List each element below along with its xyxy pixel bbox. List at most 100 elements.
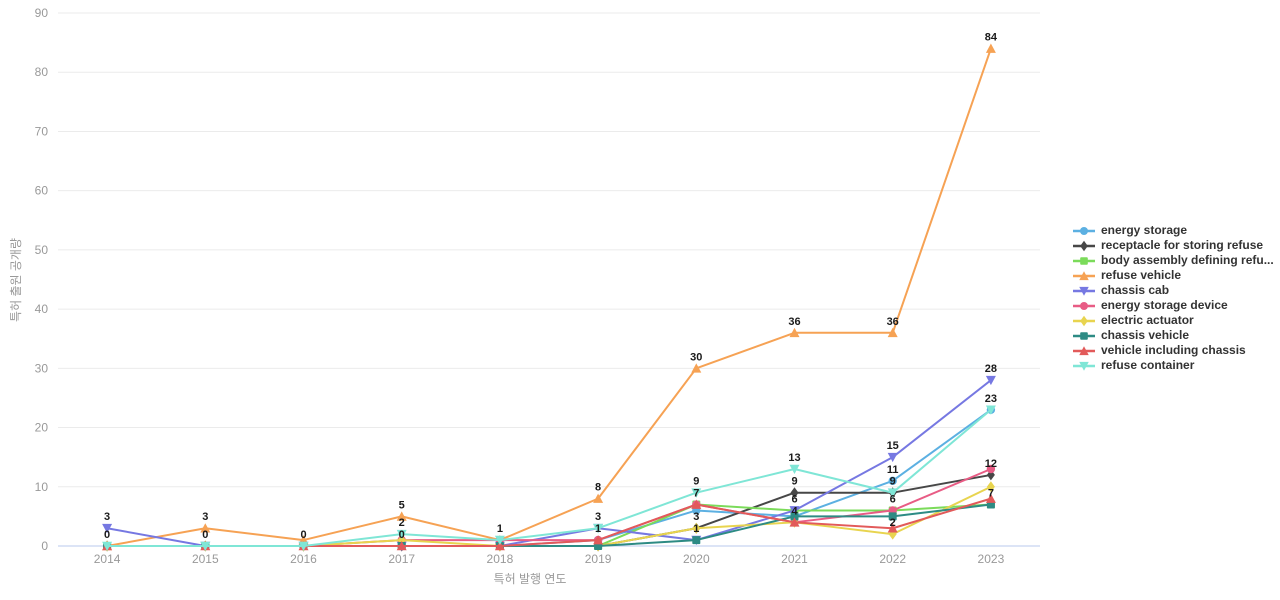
value-label: 11 (887, 464, 899, 476)
y-tick-label: 30 (35, 361, 49, 375)
data-point-marker (1080, 315, 1088, 326)
legend-marker-triangle-icon (1073, 345, 1095, 355)
legend-item-refuse-vehicle[interactable]: refuse vehicle (1072, 268, 1274, 283)
data-point-marker (1079, 345, 1089, 355)
data-point-marker (789, 517, 800, 527)
series-vehicle-including-chassis (102, 493, 996, 551)
y-axis-title: 특허 출원 공개량 (9, 238, 23, 322)
data-point-marker (985, 493, 996, 503)
data-point-marker (593, 493, 604, 503)
data-point-marker (200, 541, 211, 551)
data-point-marker (298, 541, 309, 551)
data-point-marker (1080, 256, 1088, 265)
legend-marker-square-icon (1073, 331, 1095, 340)
value-label: 2 (890, 517, 896, 529)
data-point-marker (692, 536, 701, 545)
x-axis-title: 특허 발행 연도 (494, 571, 567, 586)
data-point-marker (790, 512, 799, 521)
data-point-marker (1079, 286, 1089, 296)
value-label: 2 (399, 517, 405, 529)
x-tick-label: 2018 (487, 552, 514, 566)
data-point-marker (985, 405, 996, 415)
y-axis-tick-labels: 0 10 20 30 40 50 60 70 80 90 (35, 6, 49, 553)
value-label: 7 (693, 488, 699, 500)
chart-legend: energy storage receptacle for storing ref… (1072, 223, 1274, 373)
value-label: 3 (202, 511, 208, 523)
series-line (106, 379, 992, 547)
data-point-marker (1080, 301, 1088, 310)
x-tick-label: 2019 (585, 552, 612, 566)
value-label: 3 (104, 511, 110, 523)
value-label: 1 (497, 523, 503, 535)
data-point-marker (692, 522, 701, 534)
legend-label: chassis cab (1101, 283, 1170, 297)
value-label: 5 (399, 499, 405, 511)
value-label: 0 (202, 529, 208, 541)
value-label: 0 (104, 529, 110, 541)
data-point-marker (593, 523, 604, 534)
legend-item-chassis-vehicle[interactable]: chassis vehicle (1072, 328, 1274, 343)
value-label: 3 (693, 511, 699, 523)
value-label: 7 (988, 488, 994, 500)
data-point-marker (102, 523, 113, 534)
value-label: 15 (887, 440, 899, 452)
data-point-marker (986, 481, 995, 493)
value-label: 4 (791, 505, 798, 517)
legend-item-energy-storage[interactable]: energy storage (1072, 223, 1274, 238)
series-chassis-cab (102, 375, 996, 551)
series-refuse-container (102, 405, 996, 551)
legend-item-chassis-cab[interactable]: chassis cab (1072, 283, 1274, 298)
value-label: 6 (890, 493, 896, 505)
data-point-marker (789, 327, 800, 338)
legend-label: electric actuator (1101, 313, 1194, 327)
legend-marker-circle-icon (1073, 301, 1095, 310)
legend-label: refuse vehicle (1101, 268, 1182, 282)
legend-item-refuse-container[interactable]: refuse container (1072, 358, 1274, 373)
legend-marker-diamond-icon (1073, 240, 1095, 251)
data-point-marker (494, 535, 505, 546)
legend-label: vehicle including chassis (1101, 343, 1246, 357)
series-line (106, 47, 992, 547)
value-label: 9 (791, 476, 797, 488)
legend-item-receptacle-for-storing-refuse[interactable]: receptacle for storing refuse (1072, 238, 1274, 253)
y-tick-label: 10 (35, 480, 49, 494)
legend-label: body assembly defining refu... (1101, 253, 1274, 267)
legend-item-vehicle-including-chassis[interactable]: vehicle including chassis (1072, 343, 1274, 358)
x-tick-label: 2023 (978, 552, 1005, 566)
legend-item-electric-actuator[interactable]: electric actuator (1072, 313, 1274, 328)
legend-label: energy storage device (1101, 298, 1228, 312)
data-point-marker (985, 375, 996, 386)
data-point-marker (691, 363, 702, 373)
data-point-marker (888, 476, 897, 486)
legend-label: refuse container (1101, 358, 1195, 372)
value-label: 30 (690, 351, 702, 363)
data-point-marker (1080, 240, 1088, 251)
legend-marker-circle-icon (1073, 226, 1095, 235)
x-tick-label: 2017 (388, 552, 415, 566)
legend-label: chassis vehicle (1101, 328, 1190, 342)
value-label: 1 (693, 523, 699, 535)
data-point-marker (887, 327, 898, 338)
data-point-marker (1079, 361, 1089, 371)
legend-item-energy-storage-device[interactable]: energy storage device (1072, 298, 1274, 313)
y-tick-label: 20 (35, 421, 49, 435)
value-label: 0 (300, 529, 306, 541)
data-point-marker (789, 464, 800, 475)
data-point-marker (887, 488, 898, 498)
value-label: 0 (399, 529, 405, 541)
x-tick-label: 2020 (683, 552, 710, 566)
x-axis-tick-labels: 2014 2015 2016 2017 2018 2019 2020 2021 2022 2023 (94, 552, 1005, 566)
legend-marker-triangle-down-icon (1073, 361, 1095, 371)
value-label: 23 (985, 393, 997, 405)
data-point-marker (200, 523, 211, 533)
value-label: 3 (595, 511, 601, 523)
data-point-marker (789, 506, 800, 516)
x-tick-label: 2016 (290, 552, 317, 566)
legend-item-body-assembly-defining-refu[interactable]: body assembly defining refu... (1072, 253, 1274, 268)
data-point-marker (888, 512, 897, 521)
value-label: 12 (985, 458, 997, 470)
data-point-marker (396, 529, 407, 540)
data-point-marker (887, 452, 898, 463)
